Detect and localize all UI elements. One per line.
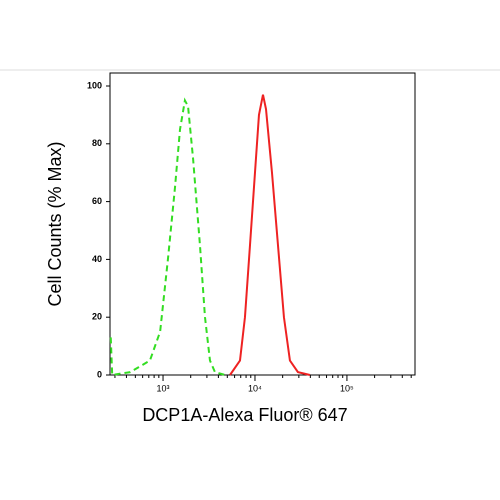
y-tick-label: 20: [92, 312, 102, 322]
x-tick-label: 10⁵: [340, 383, 354, 393]
y-tick-label: 40: [92, 254, 102, 264]
y-tick-label: 80: [92, 138, 102, 148]
y-axis-title: Cell Counts (% Max): [45, 141, 65, 306]
x-tick-label: 10³: [157, 383, 170, 393]
y-tick-label: 60: [92, 196, 102, 206]
x-tick-label: 10⁴: [248, 383, 262, 393]
y-tick-label: 0: [97, 369, 102, 379]
histogram-line: [109, 97, 226, 377]
x-axis-title: DCP1A-Alexa Fluor® 647: [142, 405, 347, 425]
histogram-line: [229, 94, 311, 376]
y-tick-label: 100: [87, 80, 102, 90]
plot-frame: [109, 72, 416, 376]
